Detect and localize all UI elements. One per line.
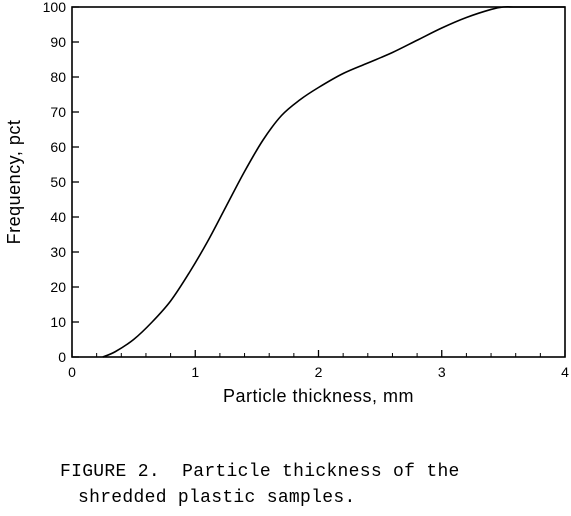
x-tick-label: 1 (191, 364, 199, 380)
y-tick-label: 100 (43, 0, 67, 15)
y-axis-title: Frequency, pct (4, 120, 24, 245)
y-tick-label: 10 (50, 314, 66, 330)
figure-caption-line-2: shredded plastic samples. (78, 488, 356, 508)
y-tick-label: 30 (50, 244, 66, 260)
plot-frame (71, 6, 566, 358)
x-axis-ticks: 0 1 2 3 4 (68, 350, 569, 380)
x-tick-label: 0 (68, 364, 76, 380)
figure-caption-line-1: FIGURE 2. Particle thickness of the (60, 462, 460, 482)
x-tick-label: 2 (315, 364, 323, 380)
y-tick-label: 60 (50, 139, 66, 155)
y-tick-label: 0 (58, 349, 66, 365)
x-axis-title: Particle thickness, mm (223, 386, 414, 406)
x-tick-label: 4 (561, 364, 569, 380)
y-tick-label: 40 (50, 209, 66, 225)
y-tick-label: 50 (50, 174, 66, 190)
y-tick-label: 20 (50, 279, 66, 295)
y-tick-label: 90 (50, 34, 66, 50)
x-tick-label: 3 (438, 364, 446, 380)
y-tick-label: 80 (50, 69, 66, 85)
y-axis-ticks: 0 10 20 30 40 50 60 70 80 90 100 (43, 0, 79, 365)
series-line (102, 6, 565, 358)
y-tick-label: 70 (50, 104, 66, 120)
